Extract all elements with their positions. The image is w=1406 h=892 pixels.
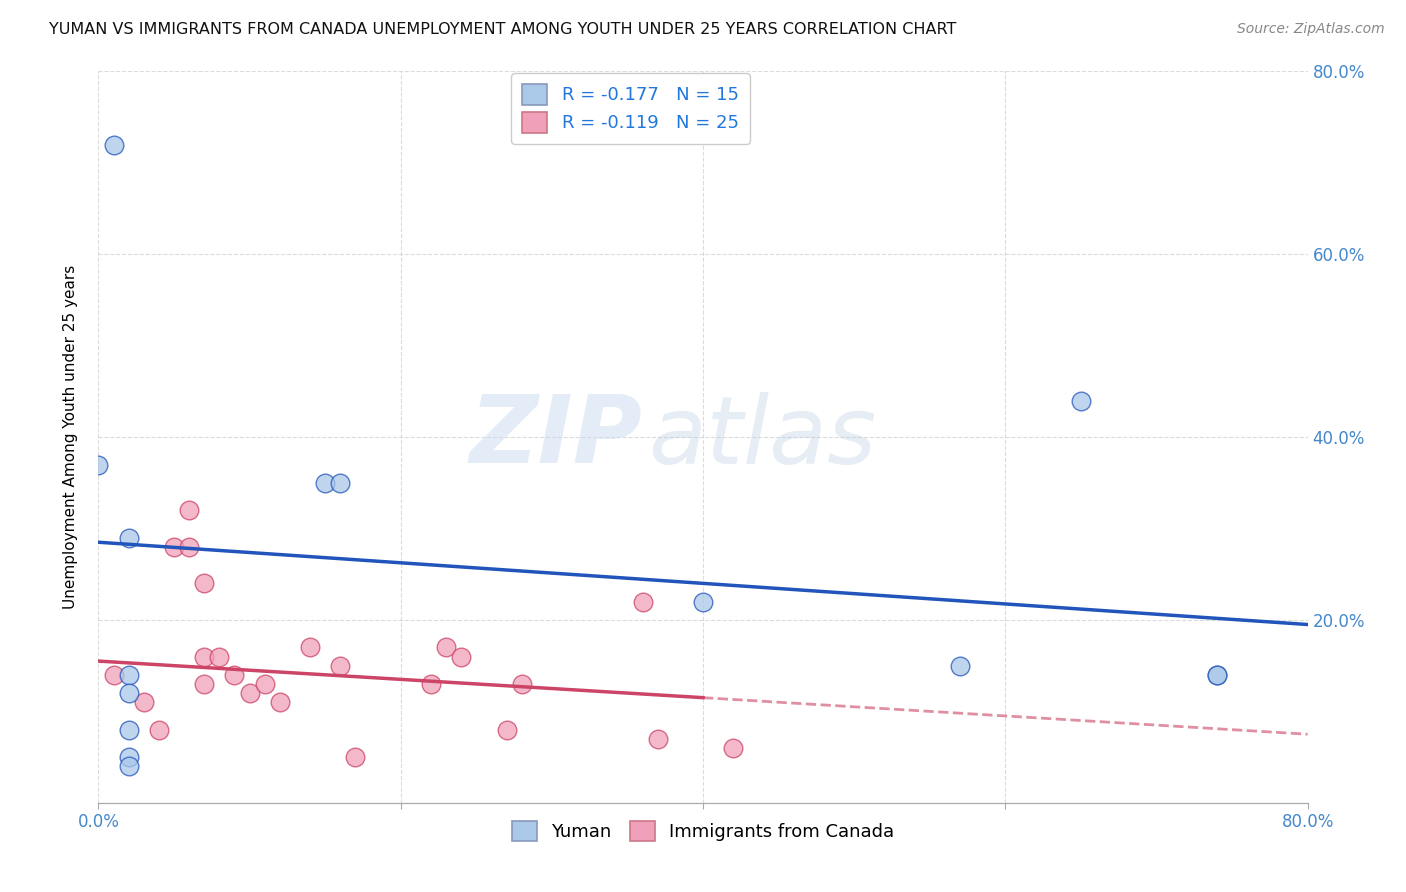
Point (103, 137, 125, 152)
Point (434, 640, 457, 655)
Text: ZIP: ZIP (470, 391, 643, 483)
Point (647, 731, 669, 746)
Point (193, 576, 215, 591)
Point (193, 649, 215, 664)
Point (269, 695, 291, 709)
Point (1070, 393, 1092, 408)
Point (239, 686, 262, 700)
Point (723, 740, 745, 755)
Point (179, 540, 201, 554)
Point (193, 677, 215, 691)
Point (510, 677, 533, 691)
Y-axis label: Unemployment Among Youth under 25 years: Unemployment Among Youth under 25 years (63, 265, 77, 609)
Point (118, 723, 141, 737)
Point (118, 750, 141, 764)
Point (344, 750, 367, 764)
Point (253, 677, 276, 691)
Point (224, 667, 246, 681)
Point (132, 695, 155, 709)
Point (450, 649, 472, 664)
Point (692, 594, 714, 608)
Legend: Yuman, Immigrants from Canada: Yuman, Immigrants from Canada (505, 814, 901, 848)
Point (148, 723, 170, 737)
Text: YUMAN VS IMMIGRANTS FROM CANADA UNEMPLOYMENT AMONG YOUTH UNDER 25 YEARS CORRELAT: YUMAN VS IMMIGRANTS FROM CANADA UNEMPLOY… (49, 22, 956, 37)
Point (631, 594, 654, 608)
Point (103, 667, 125, 681)
Point (87, 458, 110, 472)
Point (949, 658, 972, 673)
Point (179, 503, 201, 517)
Point (420, 677, 443, 691)
Point (118, 759, 141, 773)
Point (118, 667, 141, 681)
Point (208, 649, 231, 664)
Point (299, 640, 322, 655)
Point (495, 723, 517, 737)
Point (329, 658, 352, 673)
Point (163, 540, 186, 554)
Point (1206, 667, 1229, 681)
Text: atlas: atlas (648, 392, 877, 483)
Point (1206, 667, 1229, 681)
Point (314, 475, 336, 490)
Point (118, 686, 141, 700)
Point (329, 475, 352, 490)
Point (118, 531, 141, 545)
Text: Source: ZipAtlas.com: Source: ZipAtlas.com (1237, 22, 1385, 37)
